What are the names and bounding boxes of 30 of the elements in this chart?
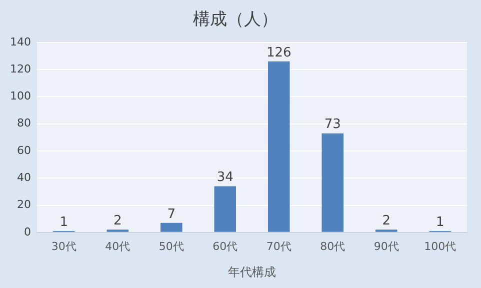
y-tick-label: 100 [10, 90, 31, 103]
y-tick-label: 0 [24, 225, 31, 238]
x-tick-label: 90代 [374, 240, 399, 253]
x-tick-label: 70代 [266, 240, 292, 253]
x-tick-label: 50代 [158, 240, 184, 253]
x-tick-label: 80代 [320, 240, 346, 253]
data-label: 2 [113, 214, 122, 229]
x-tick-label: 60代 [212, 240, 238, 253]
bar [268, 61, 290, 232]
x-tick-label: 40代 [105, 240, 130, 253]
bar [214, 186, 236, 232]
data-label: 2 [382, 214, 391, 229]
data-label: 1 [436, 214, 444, 230]
y-tick-label: 60 [16, 144, 31, 157]
y-tick-label: 20 [16, 198, 31, 212]
x-tick-label: 30代 [51, 240, 76, 253]
x-tick-label: 100代 [424, 240, 456, 253]
y-tick-label: 80 [16, 116, 31, 130]
data-label: 73 [324, 117, 341, 132]
chart-title: 構成（人） [193, 10, 278, 30]
data-label: 126 [266, 45, 292, 60]
x-axis-title: 年代構成 [228, 264, 276, 279]
bar [160, 222, 182, 232]
bar [322, 133, 344, 232]
data-label: 7 [167, 206, 176, 222]
data-label: 1 [60, 214, 68, 230]
data-label: 34 [216, 170, 234, 186]
y-tick-label: 140 [10, 35, 31, 48]
y-tick-label: 120 [10, 62, 31, 76]
y-tick-label: 40 [16, 170, 31, 184]
